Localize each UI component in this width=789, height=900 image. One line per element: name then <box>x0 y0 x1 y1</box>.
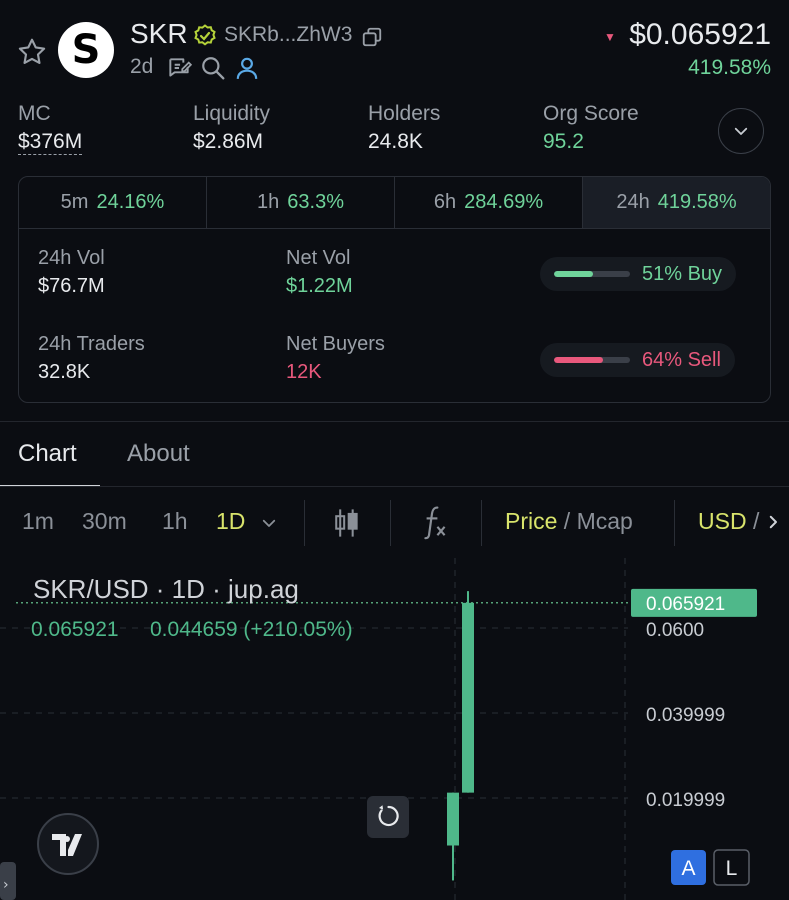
scale-auto-button[interactable]: A <box>671 850 706 885</box>
left-edge-handle[interactable]: › <box>0 862 16 900</box>
token-address: SKRb...ZhW3 <box>224 23 353 46</box>
copy-icon[interactable] <box>361 26 383 48</box>
user-icon[interactable] <box>234 55 260 81</box>
reset-chart-button[interactable] <box>367 796 409 838</box>
reset-icon <box>378 805 399 827</box>
price-mcap-toggle[interactable]: Price / Mcap <box>505 508 633 534</box>
netvol-value: $1.22M <box>286 275 353 297</box>
stat-liquidity-value: $2.86M <box>193 130 264 153</box>
y-tick-label: 0.019999 <box>646 790 725 811</box>
chevron-right-icon: › <box>3 877 9 893</box>
y-tick-label: 0.039999 <box>646 705 725 726</box>
period-tab-24h[interactable]: 24h 419.58% <box>583 177 770 228</box>
period-tab-6h[interactable]: 6h 284.69% <box>395 177 583 228</box>
stat-mc-value[interactable]: $376M <box>18 130 83 155</box>
netvol-label: Net Vol <box>286 247 351 269</box>
period-tab-5m[interactable]: 5m 24.16% <box>19 177 207 228</box>
stat-holders-value: 24.8K <box>368 130 423 153</box>
vol-label: 24h Vol <box>38 247 105 269</box>
traders-label: 24h Traders <box>38 333 145 355</box>
price-down-arrow-icon: ▼ <box>604 30 616 44</box>
stat-liquidity-label: Liquidity <box>193 102 271 125</box>
divider <box>0 421 789 422</box>
token-symbol: SKR <box>130 18 188 49</box>
search-icon[interactable] <box>200 55 226 81</box>
current-price-badge: 0.065921 <box>631 588 757 617</box>
stat-orgscore-label: Org Score <box>543 102 639 125</box>
notes-icon[interactable] <box>166 55 192 81</box>
tab-about[interactable]: About <box>127 440 190 467</box>
period-tabs: 5m 24.16% 1h 63.3% 6h 284.69% 24h 419.58% <box>19 177 770 229</box>
candlestick-type-icon[interactable] <box>333 506 361 540</box>
chart-legend-close: 0.065921 <box>31 618 119 641</box>
interval-1h[interactable]: 1h <box>162 508 188 534</box>
token-price-change: 419.58% <box>688 56 771 79</box>
sell-ratio-bar <box>554 357 630 363</box>
candles <box>447 591 474 881</box>
interval-1d-selected[interactable]: 1D <box>216 508 246 534</box>
stat-orgscore-value: 95.2 <box>543 130 584 153</box>
svg-text:A: A <box>681 857 695 880</box>
y-tick-label: 0.0600 <box>646 620 704 641</box>
indicators-fx-icon[interactable] <box>420 504 450 540</box>
chevron-down-icon <box>734 127 748 135</box>
token-logo: S <box>58 22 114 78</box>
sell-ratio-badge: 64% Sell <box>540 343 735 377</box>
star-icon[interactable] <box>16 36 48 68</box>
buy-ratio-bar <box>554 271 630 277</box>
toolbar-divider <box>481 500 482 546</box>
token-price: $0.065921 <box>629 18 771 51</box>
vol-value: $76.7M <box>38 275 105 297</box>
netbuyers-label: Net Buyers <box>286 333 385 355</box>
token-age: 2d <box>130 55 154 78</box>
divider <box>0 486 789 487</box>
toolbar-divider <box>304 500 305 546</box>
interval-30m[interactable]: 30m <box>82 508 127 534</box>
toolbar-divider <box>390 500 391 546</box>
chevron-down-icon[interactable] <box>260 514 278 532</box>
period-tab-1h[interactable]: 1h 63.3% <box>207 177 395 228</box>
stat-mc-label: MC <box>18 102 51 125</box>
candle-body <box>462 602 474 793</box>
period-stats-card: 5m 24.16% 1h 63.3% 6h 284.69% 24h 419.58% 24… <box>18 176 771 403</box>
traders-value: 32.8K <box>38 361 91 383</box>
interval-1m[interactable]: 1m <box>22 508 54 534</box>
chart-title: SKR/USD · 1D · jup.ag <box>33 574 299 604</box>
svg-text:L: L <box>726 857 738 880</box>
price-chart[interactable]: SKR/USD · 1D · jup.ag 0.065921 0.044659 … <box>0 558 789 900</box>
buy-ratio-badge: 51% Buy <box>540 257 737 291</box>
svg-text:0.065921: 0.065921 <box>646 594 725 615</box>
candle-body <box>447 792 459 846</box>
chart-grid <box>0 558 628 900</box>
netbuyers-value: 12K <box>286 361 322 383</box>
verified-icon <box>194 24 216 46</box>
tradingview-logo[interactable] <box>37 813 99 875</box>
currency-toggle[interactable]: USD / <box>698 508 760 534</box>
toolbar-divider <box>674 500 675 546</box>
tab-chart[interactable]: Chart <box>18 440 77 467</box>
chart-legend-change: 0.044659 (+210.05%) <box>150 618 353 641</box>
expand-stats-button[interactable] <box>718 108 764 154</box>
chevron-right-icon[interactable] <box>764 512 782 532</box>
stat-holders-label: Holders <box>368 102 441 125</box>
scale-log-button[interactable]: L <box>713 849 750 886</box>
